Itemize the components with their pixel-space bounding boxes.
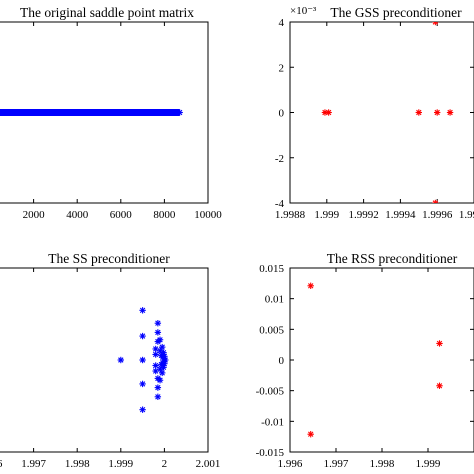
data-point: [307, 431, 314, 438]
y-tick-label: -4: [275, 198, 285, 210]
y-tick-label: 0.005: [259, 324, 284, 336]
data-point: [176, 109, 183, 116]
data-point: [307, 282, 314, 289]
data-point: [152, 362, 159, 369]
chart-title: The SS preconditioner: [48, 251, 170, 266]
panel-ss: The SS preconditioner 1.996 1.997 1.998 1.99…: [0, 251, 220, 470]
data-point: [162, 356, 169, 364]
chart-title: The GSS preconditioner: [330, 5, 462, 20]
data-point: [156, 377, 164, 384]
y-tick-label: 0: [279, 355, 285, 367]
x-tick-label: 1.9996: [422, 209, 453, 221]
data-point: [159, 369, 166, 377]
data-point: [139, 307, 146, 314]
x-tick-label: 1.998: [370, 458, 395, 470]
x-tick-label: 1.996: [278, 458, 303, 470]
chart-title: The original saddle point matrix: [20, 5, 194, 20]
x-tick-label: 1.996: [0, 458, 3, 470]
x-tick-label: 1.997: [21, 458, 46, 470]
data-layer: [307, 282, 443, 438]
x-tick-label: 4000: [66, 209, 89, 221]
x-tick-label: 1.998: [65, 458, 90, 470]
data-point: [446, 109, 454, 116]
panel-original-saddle: The original saddle point matrix02000400…: [0, 5, 222, 221]
panel-gss: The GSS preconditioner 1.9988 1.999 1.9992 1…: [275, 5, 474, 221]
data-point: [152, 351, 159, 358]
data-point: [415, 109, 422, 116]
x-tick-label: 1.999: [416, 458, 441, 470]
data-point: [434, 109, 441, 116]
data-point: [154, 329, 162, 336]
x-tick-label: 6000: [110, 209, 133, 221]
chart-title: The RSS preconditioner: [327, 251, 458, 266]
x-tick-label: 2000: [23, 209, 46, 221]
data-point: [156, 336, 164, 343]
x-tick-label: 1.999: [314, 209, 339, 221]
axes-frame: [289, 21, 474, 204]
data-point: [436, 340, 443, 347]
data-point: [154, 393, 162, 400]
data-point: [139, 380, 146, 388]
x-tick-label: 1.999: [108, 458, 133, 470]
x-tick-label: 1.9998: [459, 209, 474, 221]
data-layer: [0, 109, 183, 116]
data-point: [139, 356, 146, 364]
y-tick-label: 0.015: [259, 263, 284, 275]
data-point: [154, 320, 162, 327]
panel-rss: The RSS preconditioner 1.996 1.997 1.998 1.9…: [256, 251, 474, 470]
y-tick-label: 0.01: [265, 294, 284, 306]
axes-frame: [0, 267, 209, 453]
data-point: [117, 356, 124, 364]
data-point: [139, 332, 146, 340]
y-tick-label: 2: [279, 62, 285, 74]
x-tick-label: 10000: [194, 209, 222, 221]
data-layer: [117, 307, 169, 413]
x-tick-label: 1.997: [324, 458, 349, 470]
x-tick-label: 2: [162, 458, 168, 470]
data-point: [159, 343, 166, 351]
data-point: [436, 382, 443, 389]
x-tick-label: 8000: [153, 209, 176, 221]
axes-frame: [0, 21, 209, 204]
y-multiplier: ×10⁻³: [290, 5, 317, 17]
x-tick-label: 1.9994: [385, 209, 416, 221]
data-layer: [321, 22, 454, 203]
data-point: [432, 199, 439, 203]
y-tick-label: -2: [275, 153, 284, 165]
data-point: [325, 109, 332, 116]
x-tick-label: 2.001: [196, 458, 221, 470]
y-tick-label: 0: [279, 108, 285, 120]
data-point: [139, 406, 146, 413]
axes-frame: [289, 267, 474, 453]
y-tick-label: -0.015: [256, 447, 285, 459]
y-tick-label: -0.005: [256, 386, 285, 398]
y-tick-label: 4: [279, 17, 285, 29]
y-tick-label: -0.01: [261, 416, 284, 428]
x-tick-label: 1.9992: [348, 209, 378, 221]
data-point: [432, 22, 439, 26]
data-point: [154, 384, 162, 391]
x-tick-label: 1.9988: [275, 209, 306, 221]
